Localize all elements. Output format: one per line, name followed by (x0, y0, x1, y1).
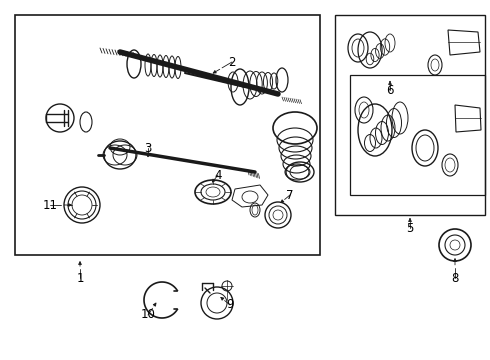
Text: 4: 4 (214, 168, 222, 181)
Text: 1: 1 (76, 271, 84, 284)
Text: 7: 7 (286, 189, 294, 202)
Text: 11: 11 (43, 198, 57, 212)
Text: 6: 6 (386, 84, 394, 96)
Text: 5: 5 (406, 221, 414, 234)
Bar (15, 15, 320, 255)
Text: 3: 3 (145, 141, 152, 154)
Text: 2: 2 (228, 55, 236, 68)
Text: 8: 8 (451, 271, 459, 284)
Bar (335, 15, 485, 215)
Text: 10: 10 (141, 309, 155, 321)
Text: 9: 9 (226, 298, 234, 311)
Bar (350, 75, 485, 195)
